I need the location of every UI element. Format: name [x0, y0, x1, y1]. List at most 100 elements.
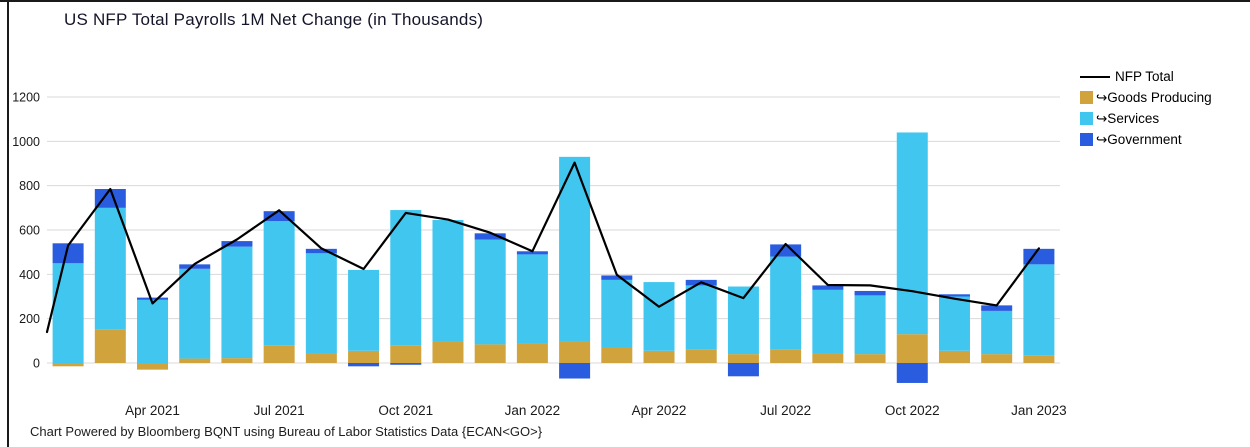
legend-label: ↪Services — [1096, 110, 1160, 126]
government-bar-segment-sep-2021 — [348, 363, 380, 367]
goods-producing-bar-segment-apr-2021 — [137, 363, 169, 370]
services-bar-segment-jan-2022 — [516, 254, 548, 344]
x-axis-label-apr-2021: Apr 2021 — [125, 403, 180, 418]
y-axis-label-400: 400 — [19, 268, 40, 282]
government-bar-segment-nov-2022 — [938, 294, 970, 297]
services-bar-segment-aug-2021 — [305, 253, 337, 354]
y-axis-label-0: 0 — [33, 357, 40, 371]
government-bar-segment-may-2021 — [179, 264, 211, 269]
y-axis-label-800: 800 — [19, 179, 40, 193]
x-axis-label-jul-2022: Jul 2022 — [760, 403, 811, 418]
government-bar-segment-feb-2022 — [559, 363, 591, 379]
government-bar-segment-oct-2022 — [896, 363, 928, 383]
goods-producing-bar-segment-sep-2021 — [348, 350, 380, 363]
goods-producing-bar-segment-nov-2021 — [432, 341, 464, 363]
goods-producing-bar-segment-oct-2021 — [390, 345, 422, 363]
services-bar-segment-aug-2022 — [812, 289, 844, 354]
y-axis-label-600: 600 — [19, 224, 40, 238]
services-bar-segment-jun-2021 — [221, 246, 253, 359]
goods-producing-bar-segment-may-2022 — [685, 349, 717, 363]
goods-producing-bar-segment-dec-2021 — [474, 344, 506, 363]
goods-producing-bar-segment-jun-2021 — [221, 358, 253, 363]
line-swatch-icon — [1080, 75, 1110, 78]
legend-label: ↪Government — [1096, 131, 1182, 147]
services-bar-segment-may-2022 — [685, 285, 717, 350]
goods-producing-bar-segment-jul-2022 — [770, 349, 802, 363]
goods-producing-bar-segment-may-2021 — [179, 358, 211, 363]
government-bar-segment-dec-2022 — [981, 305, 1013, 311]
y-axis-label-1200: 1200 — [12, 91, 40, 105]
government-bar-segment-aug-2021 — [305, 248, 337, 254]
services-bar-segment-nov-2022 — [938, 296, 970, 351]
x-axis-label-jan-2022: Jan 2022 — [505, 403, 561, 418]
government-bar-segment-oct-2021 — [390, 363, 422, 365]
goods-producing-bar-segment-jan-2023 — [1023, 355, 1055, 363]
legend-label: ↪Goods Producing — [1096, 89, 1212, 105]
goods-producing-bar-segment-oct-2022 — [896, 334, 928, 363]
chart-title: US NFP Total Payrolls 1M Net Change (in … — [64, 10, 484, 29]
services-bar-segment-apr-2021 — [137, 299, 169, 363]
government-bar-segment-feb-2021 — [52, 243, 84, 264]
goods-producing-bar-segment-jul-2021 — [263, 345, 295, 363]
goods-producing-bar-segment-aug-2021 — [305, 353, 337, 363]
goods-producing-bar-segment-sep-2022 — [854, 354, 886, 363]
services-bar-segment-sep-2022 — [854, 295, 886, 355]
services-bar-segment-feb-2021 — [52, 263, 84, 363]
goods-producing-bar-segment-nov-2022 — [938, 350, 970, 363]
services-bar-segment-jan-2023 — [1023, 264, 1055, 356]
x-axis-label-jul-2021: Jul 2021 — [254, 403, 305, 418]
frame-border-top — [0, 0, 1250, 2]
goods-producing-bar-segment-feb-2021 — [52, 363, 84, 367]
legend-item-nfp-total[interactable]: NFP Total — [1080, 66, 1212, 87]
x-axis-label-apr-2022: Apr 2022 — [632, 403, 687, 418]
goods-producing-bar-segment-dec-2022 — [981, 354, 1013, 363]
services-bar-segment-mar-2021 — [94, 207, 126, 330]
goods-producing-bar-segment-mar-2021 — [94, 329, 126, 363]
goods-producing-bar-segment-aug-2022 — [812, 353, 844, 363]
chart-legend: NFP Total ↪Goods Producing ↪Services ↪Go… — [1080, 66, 1212, 150]
services-swatch-icon — [1080, 112, 1093, 125]
government-bar-segment-jun-2021 — [221, 241, 253, 247]
government-bar-segment-aug-2022 — [812, 285, 844, 290]
government-bar-segment-jul-2021 — [263, 211, 295, 222]
government-bar-segment-jan-2022 — [516, 251, 548, 255]
goods-producing-bar-segment-feb-2022 — [559, 341, 591, 363]
services-bar-segment-nov-2021 — [432, 220, 464, 342]
goods-producing-bar-segment-jun-2022 — [727, 354, 759, 363]
services-bar-segment-dec-2021 — [474, 239, 506, 345]
y-axis-label-200: 200 — [19, 312, 40, 326]
y-axis-label-1000: 1000 — [12, 135, 40, 149]
government-swatch-icon — [1080, 133, 1093, 146]
government-bar-segment-jun-2022 — [727, 363, 759, 377]
services-bar-segment-oct-2021 — [390, 210, 422, 346]
services-bar-segment-apr-2022 — [643, 282, 675, 351]
government-bar-segment-mar-2021 — [94, 188, 126, 208]
government-bar-segment-sep-2022 — [854, 290, 886, 296]
services-bar-segment-jul-2022 — [770, 256, 802, 350]
services-bar-segment-oct-2022 — [896, 132, 928, 335]
legend-item-services[interactable]: ↪Services — [1080, 108, 1212, 129]
services-bar-segment-mar-2022 — [601, 279, 633, 348]
goods-producing-bar-segment-jan-2022 — [516, 343, 548, 363]
government-bar-segment-dec-2021 — [474, 233, 506, 240]
frame-border-left — [7, 0, 9, 447]
services-bar-segment-dec-2022 — [981, 310, 1013, 355]
nfp-total-line — [45, 161, 1041, 334]
services-bar-segment-jul-2021 — [263, 221, 295, 346]
legend-item-government[interactable]: ↪Government — [1080, 129, 1212, 150]
legend-item-goods-producing[interactable]: ↪Goods Producing — [1080, 87, 1212, 108]
goods-producing-bar-segment-apr-2022 — [643, 350, 675, 363]
goods-swatch-icon — [1080, 91, 1093, 104]
legend-label: NFP Total — [1115, 69, 1174, 84]
government-bar-segment-apr-2021 — [137, 297, 169, 300]
x-axis-label-jan-2023: Jan 2023 — [1011, 403, 1067, 418]
goods-producing-bar-segment-mar-2022 — [601, 347, 633, 363]
x-axis-label-oct-2021: Oct 2021 — [378, 403, 433, 418]
services-bar-segment-sep-2021 — [348, 269, 380, 351]
services-bar-segment-may-2021 — [179, 268, 211, 359]
government-bar-segment-mar-2022 — [601, 275, 633, 280]
chart-footer: Chart Powered by Bloomberg BQNT using Bu… — [30, 424, 543, 439]
x-axis-label-oct-2022: Oct 2022 — [885, 403, 940, 418]
